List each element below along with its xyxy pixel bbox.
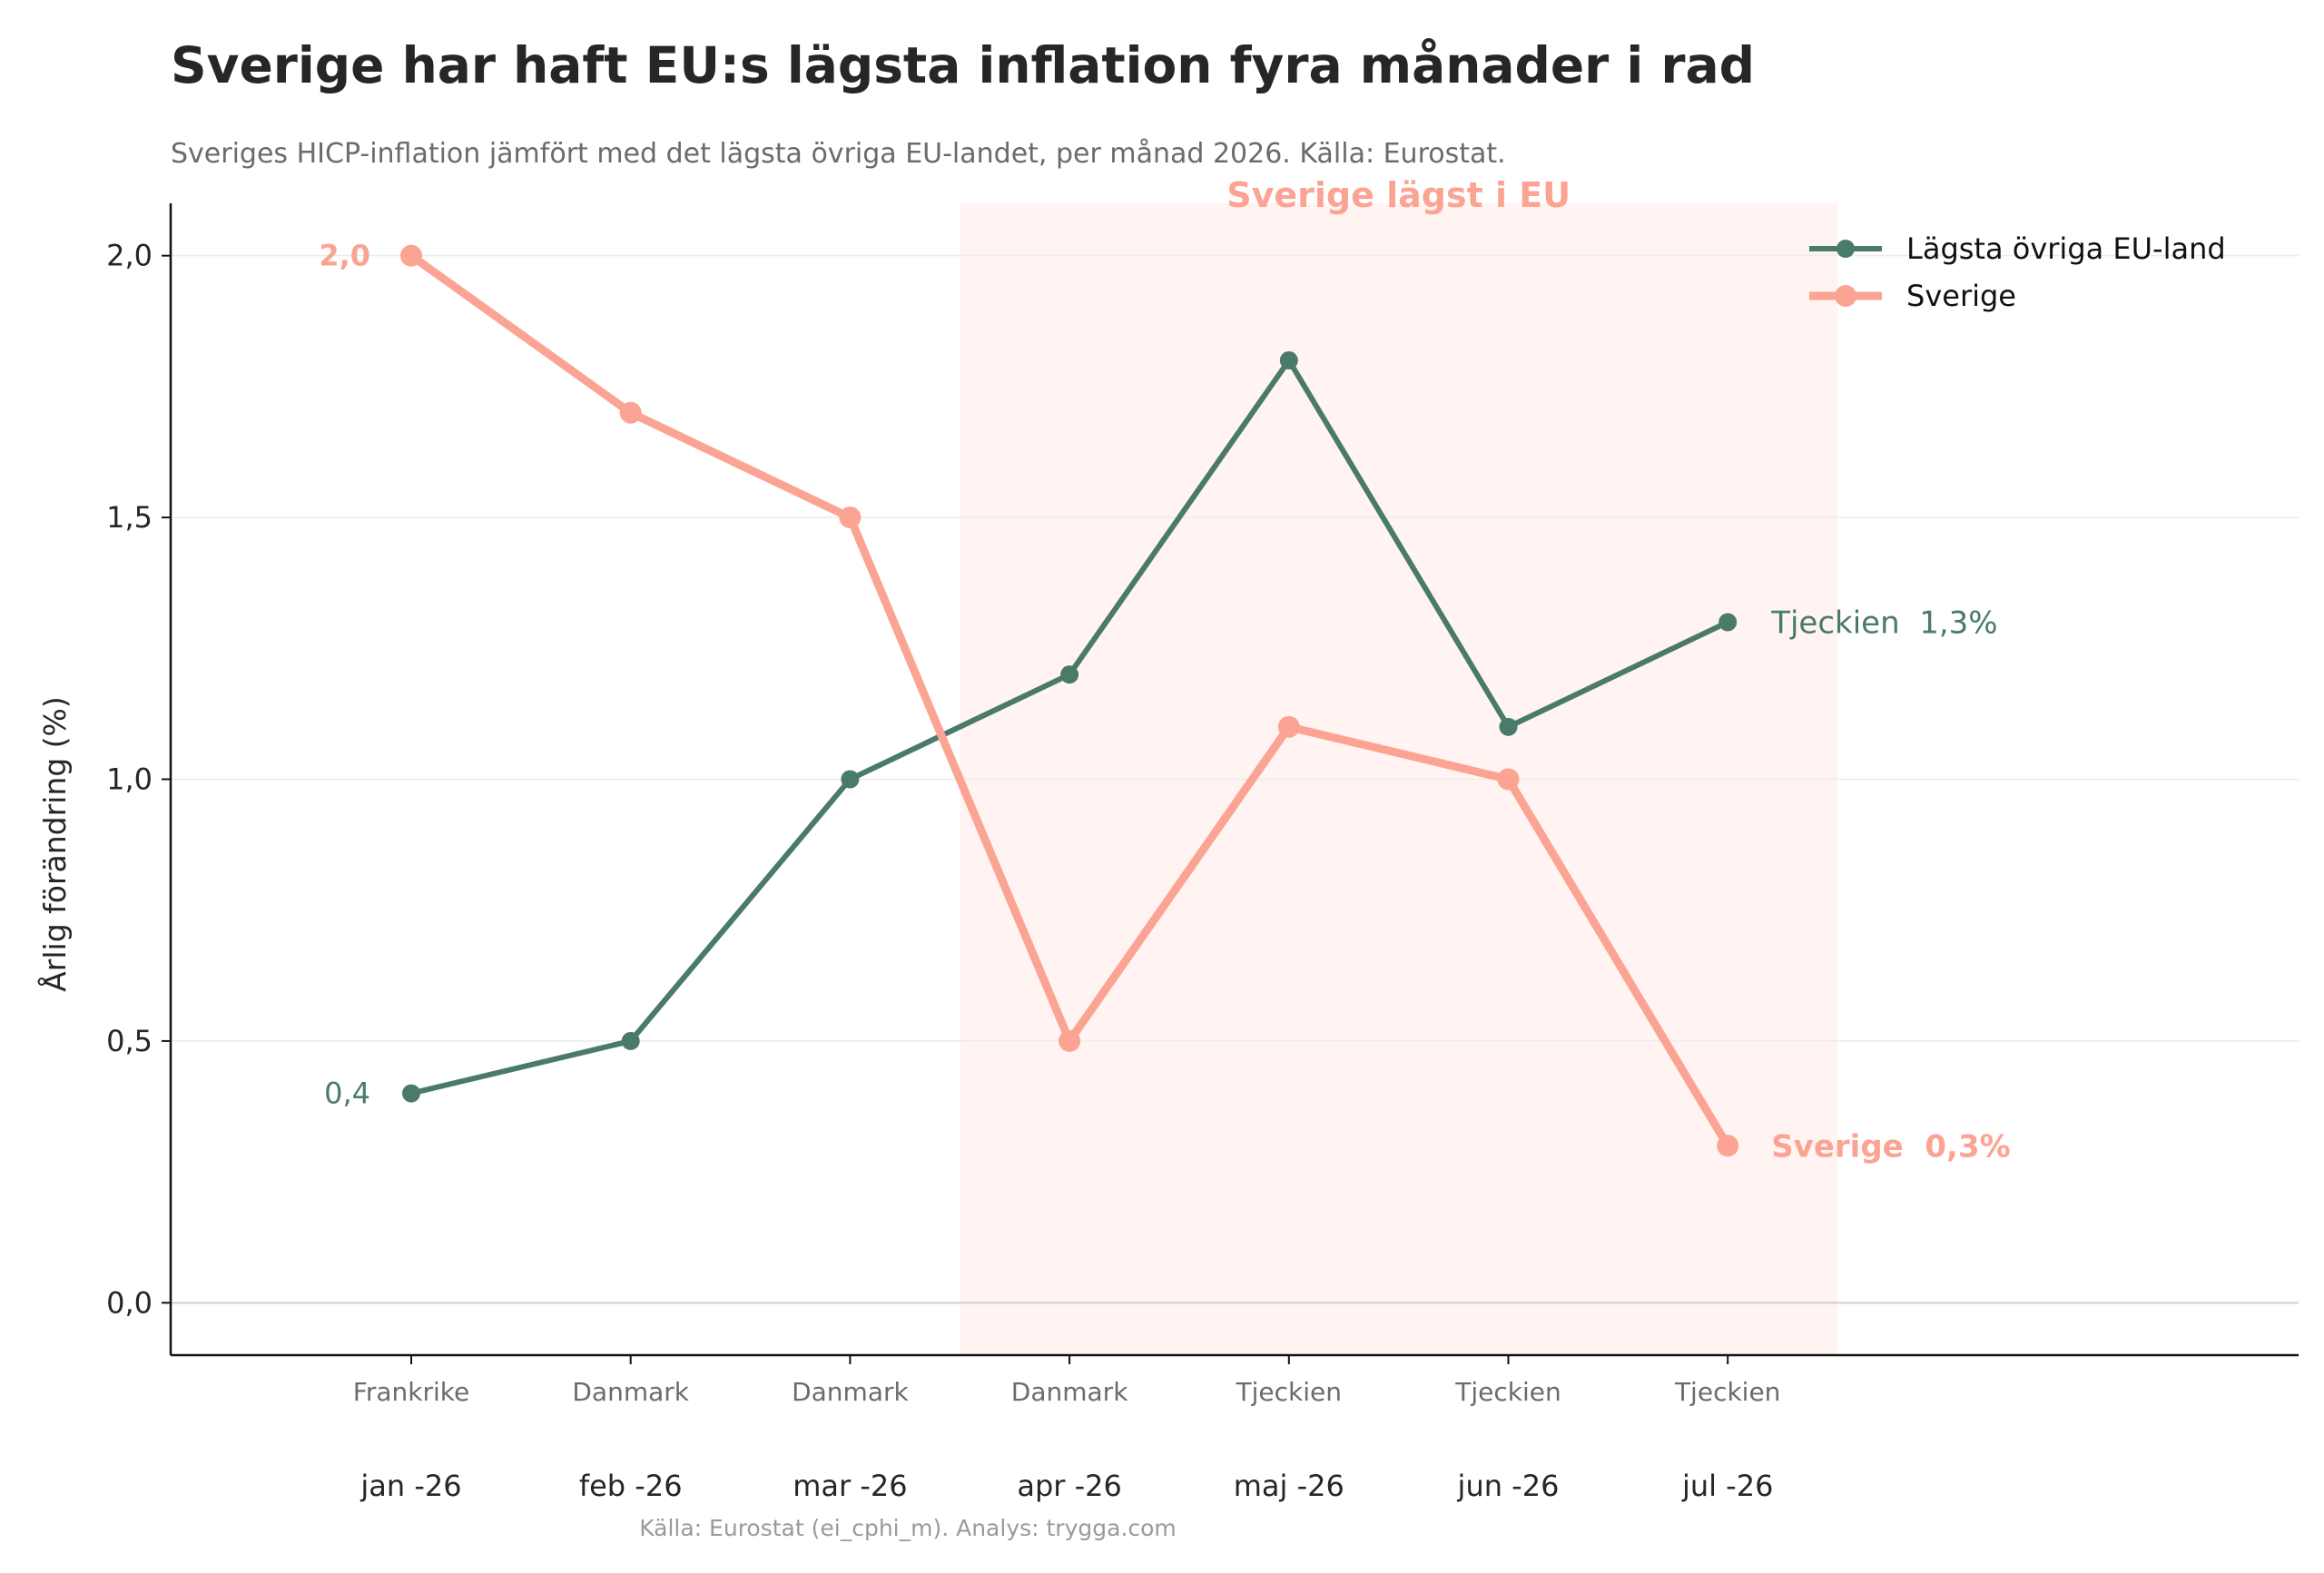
start-label-lowest-eu: 0,4 — [324, 1077, 370, 1111]
series-lowest-eu-point — [1279, 351, 1298, 370]
x-tick-label: maj -26 — [1234, 1469, 1344, 1503]
y-tick-label: 2,0 — [106, 239, 153, 273]
legend: Lägsta övriga EU-land Sverige — [1809, 231, 2226, 313]
x-tick-label: jul -26 — [1681, 1469, 1774, 1503]
legend-marker-lowest-eu — [1837, 240, 1855, 258]
x-tick-label: apr -26 — [1017, 1469, 1122, 1503]
series-lowest-eu-point — [1718, 613, 1738, 632]
series-lowest-eu-point — [402, 1084, 420, 1103]
end-label-sverige: Sverige 0,3% — [1771, 1128, 2011, 1165]
highlight-region-label: Sverige lägst i EU — [1226, 175, 1571, 215]
x-tick-country: Tjeckien — [1236, 1377, 1342, 1407]
y-tick-label: 1,5 — [106, 500, 153, 535]
series-sverige-point — [1059, 1029, 1081, 1052]
start-label-sverige: 2,0 — [319, 239, 370, 273]
x-tick-country: Danmark — [792, 1377, 909, 1407]
chart-subtitle: Sveriges HICP-inflation jämfört med det … — [171, 138, 1506, 170]
source-note: Källa: Eurostat (ei_cphi_m). Analys: try… — [639, 1515, 1177, 1541]
legend-label-sverige: Sverige — [1906, 279, 2016, 313]
x-tick-country: Danmark — [1011, 1377, 1128, 1407]
y-tick-label: 1,0 — [106, 762, 153, 797]
x-tick-country: Tjeckien — [1454, 1377, 1561, 1407]
series-sverige-point — [839, 506, 862, 529]
series-lowest-eu-point — [1499, 717, 1518, 736]
x-tick-label: jan -26 — [359, 1469, 461, 1503]
plot-area: Sverige lägst i EU 0,0 0,5 1,0 1,5 2,0 Frankri… — [106, 175, 2299, 1503]
y-tick-label: 0,0 — [106, 1285, 153, 1320]
x-tick-label: feb -26 — [579, 1469, 683, 1503]
x-tick-label: jun -26 — [1457, 1469, 1560, 1503]
y-axis-label: Årlig förändring (%) — [36, 696, 73, 992]
series-sverige-point — [619, 401, 642, 424]
x-tick-label: mar -26 — [793, 1469, 907, 1503]
legend-marker-sverige — [1835, 285, 1856, 307]
y-tick-label: 0,5 — [106, 1024, 153, 1058]
series-lowest-eu-point — [1060, 665, 1079, 684]
x-tick-country: Danmark — [572, 1377, 689, 1407]
series-lowest-eu-point — [841, 770, 860, 789]
x-tick-country: Tjeckien — [1674, 1377, 1780, 1407]
x-tick-country: Frankrike — [353, 1377, 469, 1407]
series-sverige-point — [1497, 768, 1520, 791]
end-label-lowest-eu: Tjeckien 1,3% — [1770, 605, 1997, 641]
series-lowest-eu-point — [621, 1031, 640, 1050]
series-sverige-point — [1277, 715, 1300, 738]
legend-label-lowest-eu: Lägsta övriga EU-land — [1906, 231, 2226, 266]
series-sverige-point — [400, 244, 422, 267]
series-sverige-point — [1717, 1135, 1739, 1157]
chart-title: Sverige har haft EU:s lägsta inflation f… — [171, 36, 1755, 94]
